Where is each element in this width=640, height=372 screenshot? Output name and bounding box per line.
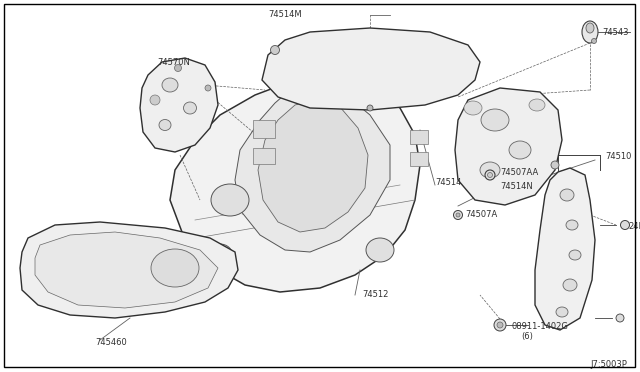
Text: 74570N: 74570N bbox=[157, 58, 190, 67]
Text: 74514M: 74514M bbox=[268, 10, 301, 19]
Bar bbox=[360, 42, 392, 66]
Polygon shape bbox=[235, 85, 390, 252]
Ellipse shape bbox=[480, 162, 500, 178]
Ellipse shape bbox=[556, 307, 568, 317]
Ellipse shape bbox=[529, 99, 545, 111]
Polygon shape bbox=[535, 168, 595, 330]
Ellipse shape bbox=[582, 21, 598, 43]
Bar bbox=[400, 42, 432, 66]
Ellipse shape bbox=[464, 101, 482, 115]
Text: 745460: 745460 bbox=[95, 338, 127, 347]
Text: 74514N: 74514N bbox=[500, 182, 532, 191]
Ellipse shape bbox=[367, 105, 373, 111]
Ellipse shape bbox=[271, 45, 280, 55]
Text: 74507AA: 74507AA bbox=[500, 168, 538, 177]
Text: (6): (6) bbox=[521, 332, 533, 341]
Bar bbox=[322, 68, 354, 90]
Ellipse shape bbox=[509, 141, 531, 159]
Ellipse shape bbox=[205, 85, 211, 91]
Text: J7:5003P: J7:5003P bbox=[590, 360, 627, 369]
Bar bbox=[253, 120, 275, 138]
Ellipse shape bbox=[616, 314, 624, 322]
Ellipse shape bbox=[569, 250, 581, 260]
Bar bbox=[360, 68, 392, 90]
Polygon shape bbox=[262, 28, 480, 110]
Bar bbox=[410, 152, 428, 166]
Text: 24E08W: 24E08W bbox=[628, 222, 640, 231]
Ellipse shape bbox=[207, 244, 232, 266]
Bar bbox=[322, 42, 354, 66]
Ellipse shape bbox=[494, 319, 506, 331]
Ellipse shape bbox=[454, 211, 463, 219]
Polygon shape bbox=[455, 88, 562, 205]
Bar bbox=[285, 42, 317, 66]
Bar bbox=[253, 148, 275, 164]
Text: 74514: 74514 bbox=[435, 178, 461, 187]
Ellipse shape bbox=[366, 238, 394, 262]
Polygon shape bbox=[20, 222, 238, 318]
Polygon shape bbox=[258, 100, 368, 232]
Ellipse shape bbox=[456, 213, 460, 217]
Ellipse shape bbox=[159, 119, 171, 131]
Bar bbox=[285, 68, 317, 90]
Text: 74543: 74543 bbox=[602, 28, 628, 37]
Ellipse shape bbox=[560, 189, 574, 201]
Ellipse shape bbox=[184, 102, 196, 114]
Polygon shape bbox=[140, 58, 218, 152]
Ellipse shape bbox=[563, 279, 577, 291]
Text: 74507A: 74507A bbox=[465, 210, 497, 219]
Ellipse shape bbox=[591, 38, 596, 44]
Polygon shape bbox=[35, 232, 218, 308]
Ellipse shape bbox=[485, 170, 495, 180]
Ellipse shape bbox=[497, 322, 503, 328]
Ellipse shape bbox=[621, 221, 630, 230]
Ellipse shape bbox=[551, 161, 559, 169]
Ellipse shape bbox=[481, 109, 509, 131]
Text: 08911-1402G: 08911-1402G bbox=[512, 322, 569, 331]
Bar bbox=[400, 68, 432, 90]
Text: 74510: 74510 bbox=[605, 152, 632, 161]
Ellipse shape bbox=[211, 184, 249, 216]
Ellipse shape bbox=[488, 173, 493, 177]
Ellipse shape bbox=[175, 64, 182, 71]
Polygon shape bbox=[170, 78, 420, 292]
Text: 74512: 74512 bbox=[362, 290, 388, 299]
Ellipse shape bbox=[162, 78, 178, 92]
Ellipse shape bbox=[150, 95, 160, 105]
Ellipse shape bbox=[151, 249, 199, 287]
Bar bbox=[410, 130, 428, 144]
Ellipse shape bbox=[586, 23, 594, 33]
Ellipse shape bbox=[566, 220, 578, 230]
